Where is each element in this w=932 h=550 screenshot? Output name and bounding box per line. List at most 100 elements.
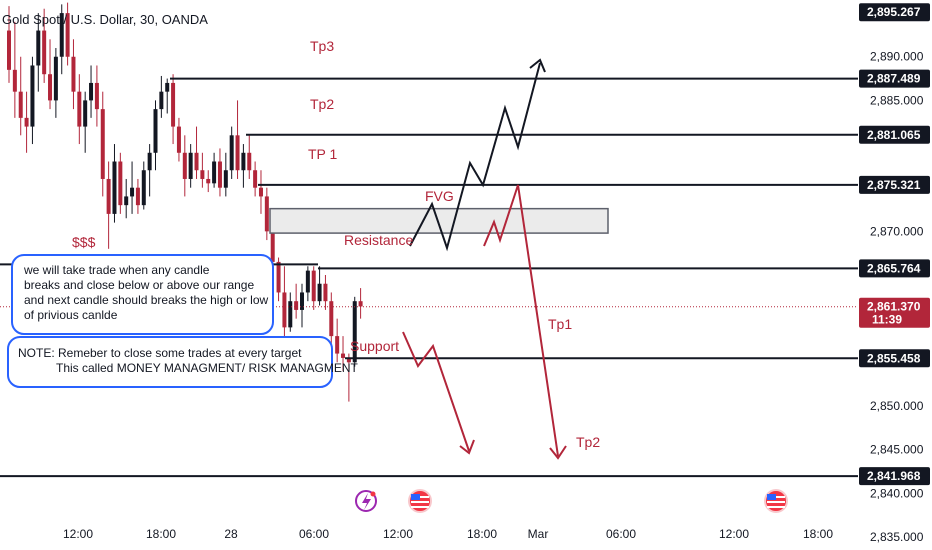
us-flag-event-icon[interactable]: [764, 489, 788, 513]
candle: [300, 283, 304, 328]
candle-body: [135, 187, 140, 206]
candle: [235, 100, 240, 179]
candle: [323, 275, 328, 310]
x-tick-label: 12:00: [63, 527, 93, 541]
candle: [18, 56, 23, 136]
y-tick-label: 2,845.000: [870, 443, 924, 457]
x-tick-label: 12:00: [719, 527, 749, 541]
price-box-label: 2,841.968: [867, 469, 921, 483]
candle: [59, 4, 64, 75]
price-box: [859, 259, 930, 278]
time-axis[interactable]: 12:00 18:00 28 06:00 12:00 18:00 Mar 06:…: [63, 527, 833, 541]
candle: [188, 144, 193, 188]
candle: [36, 13, 41, 92]
strategy-note-line: and next candle should breaks the high o…: [24, 293, 268, 307]
candle: [329, 292, 334, 345]
candle-body: [253, 170, 258, 188]
resistance-label: Resistance: [344, 232, 413, 248]
candle-body: [71, 56, 76, 92]
bullish-projection-path: [409, 62, 541, 252]
x-tick-label: 06:00: [299, 527, 329, 541]
bearish-projection-path: [402, 331, 470, 452]
candle: [182, 135, 187, 197]
tp2-bottom-label: Tp2: [576, 434, 600, 450]
candle: [229, 126, 234, 179]
y-tick-label: 2,870.000: [870, 224, 924, 238]
price-box-label: 2,887.489: [867, 72, 921, 86]
strategy-note-line: we will take trade when any candle: [23, 263, 210, 277]
y-tick-label: 2,885.000: [870, 93, 924, 107]
chart-title: Gold Spot / U.S. Dollar, 30, OANDA: [2, 12, 208, 27]
candle-body: [264, 196, 269, 232]
candle: [65, 2, 70, 66]
candle-body: [223, 170, 228, 188]
price-box-label: 2,881.065: [867, 128, 921, 142]
candle: [112, 144, 117, 223]
x-tick-label: 06:00: [606, 527, 636, 541]
strategy-note-box: [11, 254, 274, 335]
candle-body: [153, 109, 158, 153]
candle-body: [270, 231, 275, 262]
candle-body: [194, 152, 199, 171]
price-box-label: 2,875.321: [867, 178, 921, 192]
candle-body: [59, 13, 64, 57]
candle-body: [282, 292, 287, 328]
candle-body: [30, 65, 35, 127]
fvg-label: FVG: [425, 188, 454, 204]
candle: [358, 288, 363, 319]
candle-body: [276, 261, 281, 293]
candle-body: [48, 74, 53, 101]
candle-body: [329, 301, 334, 337]
price-box: [859, 467, 930, 486]
candle: [352, 296, 357, 367]
candle-body: [171, 82, 176, 127]
candle-body: [241, 152, 246, 171]
candle-body: [118, 161, 123, 206]
x-tick-label: 12:00: [383, 527, 413, 541]
candle-body: [24, 117, 29, 127]
candle-body: [18, 91, 23, 118]
candle-body: [36, 30, 41, 66]
candle: [200, 152, 205, 188]
levels: [0, 77, 858, 478]
price-labels: 2,895.267 2,887.489 2,881.065 2,875.321 2,86…: [859, 3, 930, 486]
price-box: [859, 69, 930, 88]
candle: [317, 266, 322, 306]
price-box: [859, 3, 930, 22]
candle-body: [200, 170, 205, 179]
y-tick-label: 2,835.000: [870, 530, 924, 544]
candle-body: [323, 283, 328, 302]
risk-note-line: NOTE: Remeber to close some trades at ev…: [18, 346, 302, 360]
x-tick-label: 18:00: [467, 527, 497, 541]
fvg-rejection-arrowhead: [549, 445, 567, 460]
y-tick-label: 2,850.000: [870, 399, 924, 413]
candle: [241, 144, 246, 188]
price-box: [859, 175, 930, 194]
candle: [165, 78, 170, 114]
candle: [253, 161, 258, 197]
candle-body: [159, 91, 164, 110]
tp2-label: Tp2: [310, 96, 334, 112]
candle-body: [77, 91, 82, 127]
candle-body: [305, 270, 310, 293]
x-tick-label: Mar: [528, 527, 549, 541]
candle: [153, 100, 158, 171]
candle: [194, 126, 199, 179]
lightning-event-icon[interactable]: [355, 490, 377, 512]
candle-body: [346, 357, 351, 363]
candle-body: [7, 30, 11, 70]
candle: [247, 135, 252, 179]
candle: [341, 336, 346, 372]
candle-body: [42, 30, 47, 75]
candle-body: [217, 161, 222, 188]
candle-body: [229, 135, 234, 171]
candle-body: [341, 353, 346, 358]
us-flag-event-icon[interactable]: [408, 489, 432, 513]
candle: [24, 91, 29, 153]
tp1-bottom-label: Tp1: [548, 316, 572, 332]
candle-body: [335, 336, 340, 354]
candle: [94, 65, 99, 127]
price-box-label: 2,865.764: [867, 261, 921, 275]
candle: [171, 74, 176, 145]
